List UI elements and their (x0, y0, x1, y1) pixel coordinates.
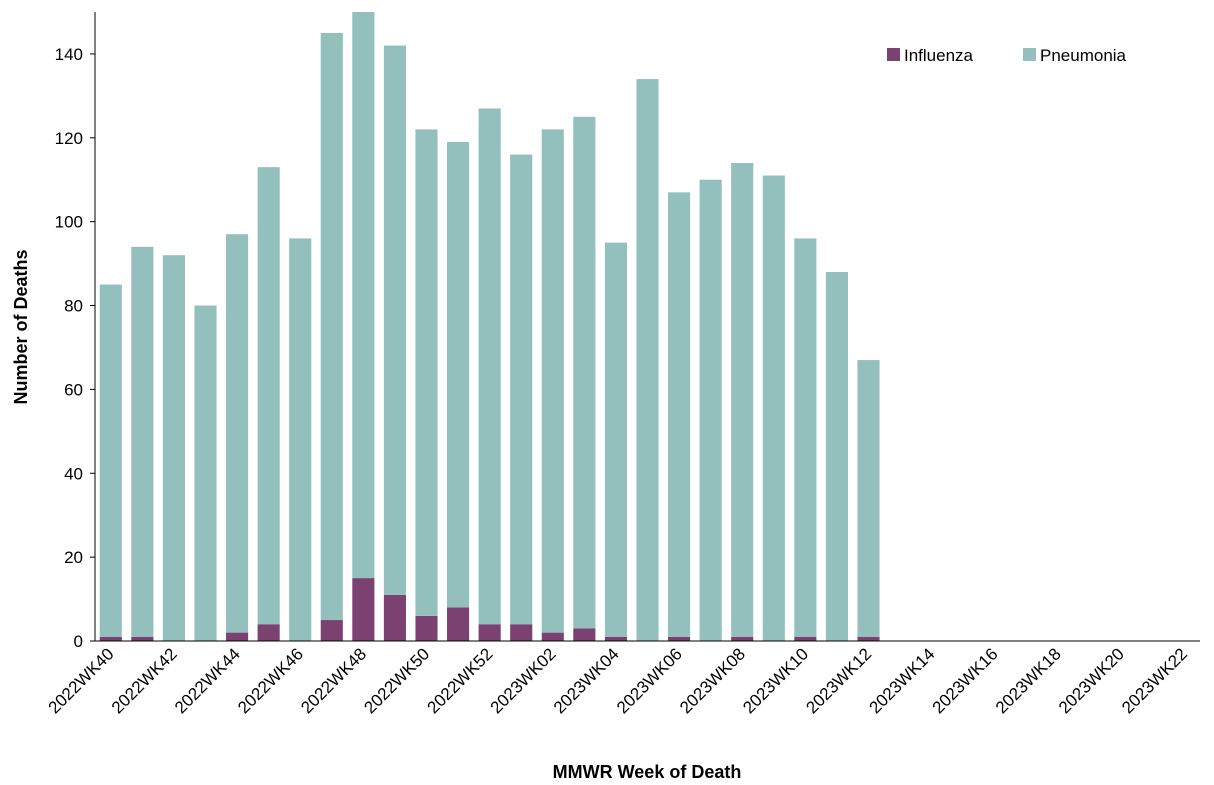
bar-segment (857, 636, 880, 641)
bar-segment (510, 624, 533, 641)
bar-segment (573, 628, 596, 641)
bar-segment (447, 607, 470, 641)
bar-segment (226, 632, 249, 641)
bar-segment (762, 175, 785, 642)
bar-segment (99, 636, 122, 641)
bar-segment (794, 636, 817, 641)
bar-segment (636, 79, 659, 642)
x-tick-label: 2022WK44 (171, 644, 244, 717)
bar-segment (352, 578, 375, 641)
x-tick-label: 2023WK02 (487, 644, 560, 717)
bar-segment (447, 141, 470, 608)
bar-segment (478, 108, 501, 625)
bar-segment (415, 129, 438, 616)
bar-segment (857, 360, 880, 637)
bar-segment (194, 305, 217, 641)
x-tick-label: 2023WK14 (866, 644, 939, 717)
bar-segment (383, 45, 406, 595)
x-tick-label: 2022WK48 (297, 644, 370, 717)
x-tick-label: 2022WK42 (108, 644, 181, 717)
bar-segment (668, 636, 691, 641)
bar-segment (131, 636, 154, 641)
bar-segment (699, 179, 722, 641)
legend-label: Influenza (904, 46, 974, 65)
x-tick-label: 2023WK06 (613, 644, 686, 717)
x-tick-label: 2023WK16 (929, 644, 1002, 717)
x-tick-label: 2023WK18 (992, 644, 1065, 717)
x-tick-label: 2022WK52 (424, 644, 497, 717)
bar-segment (541, 632, 564, 641)
x-tick-label: 2023WK10 (739, 644, 812, 717)
y-tick-label: 20 (64, 548, 83, 567)
x-tick-label: 2022WK40 (45, 644, 118, 717)
x-tick-label: 2023WK04 (550, 644, 623, 717)
bar-segment (257, 167, 280, 625)
bar-segment (510, 154, 533, 625)
bar-segment (226, 234, 249, 633)
bar-segment (604, 636, 627, 641)
bar-segment (162, 255, 185, 642)
bar-segment (320, 32, 343, 621)
bar-segment (289, 238, 312, 641)
bar-segment (668, 192, 691, 637)
y-tick-label: 120 (55, 129, 83, 148)
y-tick-label: 100 (55, 213, 83, 232)
y-tick-label: 40 (64, 464, 83, 483)
bar-segment (478, 624, 501, 641)
bar-segment (415, 615, 438, 641)
y-axis-title: Number of Deaths (11, 249, 31, 404)
bar-segment (352, 12, 375, 579)
y-tick-label: 140 (55, 45, 83, 64)
y-tick-label: 60 (64, 380, 83, 399)
bar-segment (99, 284, 122, 637)
x-tick-label: 2023WK08 (676, 644, 749, 717)
bar-segment (731, 636, 754, 641)
legend-swatch (887, 48, 900, 61)
bar-segment (257, 624, 280, 641)
bar-segment (383, 594, 406, 641)
x-axis-title: MMWR Week of Death (553, 762, 742, 782)
bar-segment (604, 242, 627, 637)
legend-swatch (1023, 48, 1036, 61)
y-tick-label: 0 (74, 632, 83, 651)
legend-label: Pneumonia (1040, 46, 1127, 65)
x-tick-label: 2023WK12 (802, 644, 875, 717)
bar-segment (573, 116, 596, 629)
x-tick-label: 2022WK50 (360, 644, 433, 717)
x-tick-label: 2023WK20 (1055, 644, 1128, 717)
y-tick-label: 80 (64, 297, 83, 316)
bar-segment (320, 620, 343, 641)
bar-segment (131, 246, 154, 637)
bar-segment (825, 271, 848, 641)
bar-segment (541, 129, 564, 633)
bar-segment (794, 238, 817, 637)
x-tick-label: 2023WK22 (1118, 644, 1191, 717)
x-tick-label: 2022WK46 (234, 644, 307, 717)
bar-segment (731, 162, 754, 637)
